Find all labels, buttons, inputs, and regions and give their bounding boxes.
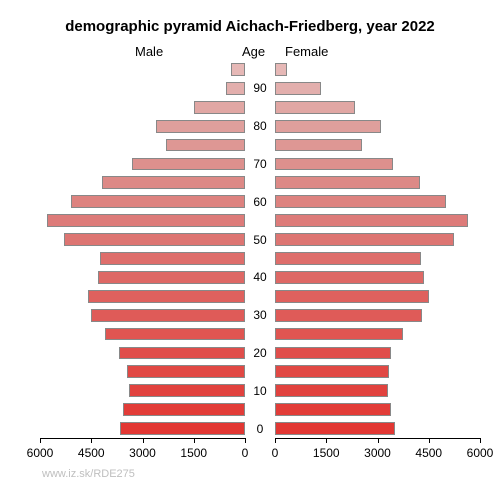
bar-female [275,309,422,322]
bar-male [102,176,246,189]
watermark-text: www.iz.sk/RDE275 [42,468,135,480]
bar-male [105,328,245,341]
label-female: Female [285,44,328,59]
bar-female [275,403,391,416]
x-tick-label: 0 [272,446,279,460]
bar-female [275,422,395,435]
bar-male [98,271,245,284]
x-tick-label: 1500 [313,446,340,460]
bar-female [275,63,287,76]
bar-male [88,290,245,303]
bar-female [275,365,389,378]
y-tick-label: 90 [253,81,266,95]
bar-female [275,290,429,303]
x-tick-label: 3000 [129,446,156,460]
label-male: Male [135,44,163,59]
bar-female [275,233,454,246]
x-tick-label: 3000 [364,446,391,460]
bar-male [166,139,245,152]
y-tick-label: 50 [253,233,266,247]
bar-female [275,384,388,397]
bar-male [71,195,245,208]
chart-title: demographic pyramid Aichach-Friedberg, y… [0,18,500,35]
bar-male [127,365,245,378]
label-age: Age [242,44,265,59]
bar-female [275,120,381,133]
bar-female [275,328,403,341]
y-tick-label: 60 [253,195,266,209]
x-tick-label: 6000 [467,446,494,460]
x-tick-label: 6000 [27,446,54,460]
bar-male [100,252,245,265]
y-tick-label: 20 [253,346,266,360]
bar-female [275,252,421,265]
bar-male [119,347,245,360]
bar-male [231,63,245,76]
y-tick-label: 40 [253,270,266,284]
bar-male [132,158,245,171]
bar-female [275,347,391,360]
bar-male [47,214,245,227]
bar-female [275,82,321,95]
bar-female [275,176,420,189]
bar-male [194,101,245,114]
bar-female [275,139,362,152]
y-tick-label: 30 [253,308,266,322]
bar-male [129,384,245,397]
y-tick-label: 10 [253,384,266,398]
bar-female [275,214,468,227]
x-tick-label: 4500 [415,446,442,460]
y-tick-label: 0 [257,422,264,436]
x-tick-label: 0 [242,446,249,460]
bar-male [156,120,245,133]
y-tick-label: 80 [253,119,266,133]
bar-male [123,403,245,416]
bar-female [275,158,393,171]
x-tick-label: 4500 [78,446,105,460]
bar-female [275,195,446,208]
bar-male [91,309,245,322]
bar-female [275,101,355,114]
bar-female [275,271,424,284]
bar-male [64,233,245,246]
bar-male [226,82,245,95]
x-tick-label: 1500 [180,446,207,460]
y-tick-label: 70 [253,157,266,171]
bar-male [120,422,245,435]
pyramid-chart: 0015001500300030004500450060006000010203… [40,60,480,440]
